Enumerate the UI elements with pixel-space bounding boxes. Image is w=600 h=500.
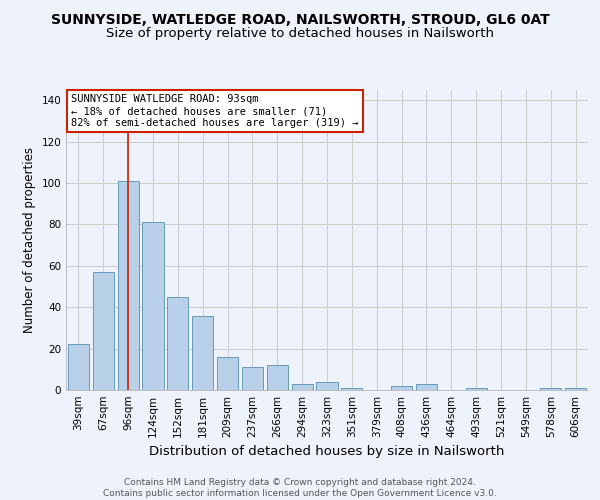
Bar [540, 388, 561, 390]
Bar [316, 382, 338, 390]
Bar [192, 316, 213, 390]
Bar [118, 181, 139, 390]
Text: SUNNYSIDE, WATLEDGE ROAD, NAILSWORTH, STROUD, GL6 0AT: SUNNYSIDE, WATLEDGE ROAD, NAILSWORTH, ST… [50, 12, 550, 26]
Bar [93, 272, 114, 390]
Bar [242, 367, 263, 390]
Bar [391, 386, 412, 390]
Bar [466, 388, 487, 390]
Bar [565, 388, 586, 390]
Text: Contains HM Land Registry data © Crown copyright and database right 2024.
Contai: Contains HM Land Registry data © Crown c… [103, 478, 497, 498]
Y-axis label: Number of detached properties: Number of detached properties [23, 147, 36, 333]
Text: SUNNYSIDE WATLEDGE ROAD: 93sqm
← 18% of detached houses are smaller (71)
82% of : SUNNYSIDE WATLEDGE ROAD: 93sqm ← 18% of … [71, 94, 359, 128]
Text: Size of property relative to detached houses in Nailsworth: Size of property relative to detached ho… [106, 28, 494, 40]
Bar [341, 388, 362, 390]
Bar [267, 365, 288, 390]
Bar [292, 384, 313, 390]
Bar [167, 297, 188, 390]
Bar [416, 384, 437, 390]
Bar [142, 222, 164, 390]
X-axis label: Distribution of detached houses by size in Nailsworth: Distribution of detached houses by size … [149, 446, 505, 458]
Bar [217, 357, 238, 390]
Bar [68, 344, 89, 390]
